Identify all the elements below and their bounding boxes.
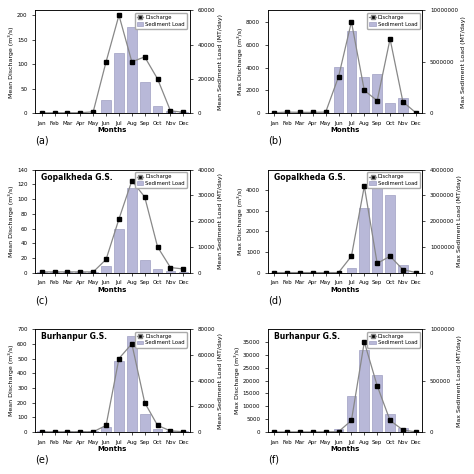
Bar [101, 100, 111, 113]
Y-axis label: Max Sediment Load (MT/day): Max Sediment Load (MT/day) [461, 16, 465, 108]
Bar [114, 229, 124, 273]
Y-axis label: Mean Sediment Load (MT/day): Mean Sediment Load (MT/day) [218, 173, 223, 269]
Y-axis label: Mean Discharge (m³/s): Mean Discharge (m³/s) [9, 185, 14, 257]
Bar [385, 195, 395, 273]
Y-axis label: Max Discharge (m³/s): Max Discharge (m³/s) [237, 188, 243, 255]
Bar [101, 266, 111, 273]
Bar [165, 431, 175, 432]
Bar [282, 431, 292, 432]
Bar [334, 429, 343, 432]
Bar [359, 209, 369, 273]
Text: (e): (e) [35, 455, 49, 465]
Legend: Discharge, Sediment Load: Discharge, Sediment Load [135, 332, 187, 347]
Bar [346, 396, 356, 432]
Bar [88, 431, 98, 432]
Y-axis label: Mean Sediment Load (MT/day): Mean Sediment Load (MT/day) [218, 14, 223, 110]
Bar [334, 67, 343, 113]
Bar [398, 98, 408, 113]
Text: (c): (c) [35, 295, 48, 305]
Text: Gopalkheda G.S.: Gopalkheda G.S. [274, 173, 346, 182]
Text: Burhanpur G.S.: Burhanpur G.S. [41, 332, 108, 341]
Legend: Discharge, Sediment Load: Discharge, Sediment Load [367, 332, 419, 347]
Bar [153, 269, 163, 273]
Legend: Discharge, Sediment Load: Discharge, Sediment Load [135, 13, 187, 29]
Text: (f): (f) [268, 455, 279, 465]
Y-axis label: Max Discharge (m³/s): Max Discharge (m³/s) [234, 347, 240, 414]
Bar [127, 336, 137, 432]
Bar [165, 111, 175, 113]
Bar [398, 265, 408, 273]
Bar [385, 413, 395, 432]
Text: Gopalkheda G.S.: Gopalkheda G.S. [41, 173, 113, 182]
Bar [359, 350, 369, 432]
Bar [63, 431, 72, 432]
Y-axis label: Max Sediment Load (MT/day): Max Sediment Load (MT/day) [457, 335, 462, 427]
Bar [359, 77, 369, 113]
Bar [140, 414, 149, 432]
Legend: Discharge, Sediment Load: Discharge, Sediment Load [135, 173, 187, 188]
Bar [50, 431, 59, 432]
Bar [153, 106, 163, 113]
Bar [179, 112, 188, 113]
Bar [346, 31, 356, 113]
Legend: Discharge, Sediment Load: Discharge, Sediment Load [367, 13, 419, 29]
Bar [37, 431, 46, 432]
Bar [321, 431, 330, 432]
Bar [127, 188, 137, 273]
Text: (d): (d) [268, 295, 282, 305]
Bar [398, 428, 408, 432]
X-axis label: Months: Months [98, 128, 127, 133]
Y-axis label: Mean Discharge (m³/s): Mean Discharge (m³/s) [9, 345, 14, 416]
Bar [308, 431, 318, 432]
Legend: Discharge, Sediment Load: Discharge, Sediment Load [367, 173, 419, 188]
Bar [411, 431, 420, 432]
Bar [346, 267, 356, 273]
Text: (b): (b) [268, 136, 282, 146]
Bar [114, 53, 124, 113]
Bar [75, 431, 85, 432]
X-axis label: Months: Months [98, 287, 127, 292]
Bar [101, 427, 111, 432]
Bar [153, 429, 163, 432]
Bar [179, 431, 188, 432]
Y-axis label: Max Sediment Load (MT/day): Max Sediment Load (MT/day) [457, 175, 462, 267]
Bar [269, 431, 279, 432]
Bar [295, 431, 305, 432]
Text: (a): (a) [35, 136, 49, 146]
Bar [140, 260, 149, 273]
Bar [165, 272, 175, 273]
X-axis label: Months: Months [330, 446, 360, 452]
X-axis label: Months: Months [98, 446, 127, 452]
Bar [140, 82, 149, 113]
Bar [373, 375, 382, 432]
Bar [127, 27, 137, 113]
Y-axis label: Mean Sediment Load (MT/day): Mean Sediment Load (MT/day) [218, 333, 223, 428]
Bar [373, 74, 382, 113]
Y-axis label: Mean Discharge (m³/s): Mean Discharge (m³/s) [9, 26, 14, 98]
Bar [385, 103, 395, 113]
X-axis label: Months: Months [330, 287, 360, 292]
Bar [114, 361, 124, 432]
Y-axis label: Max Discharge (m³/s): Max Discharge (m³/s) [237, 28, 243, 95]
Bar [373, 182, 382, 273]
X-axis label: Months: Months [330, 128, 360, 133]
Text: Burhanpur G.S.: Burhanpur G.S. [274, 332, 340, 341]
